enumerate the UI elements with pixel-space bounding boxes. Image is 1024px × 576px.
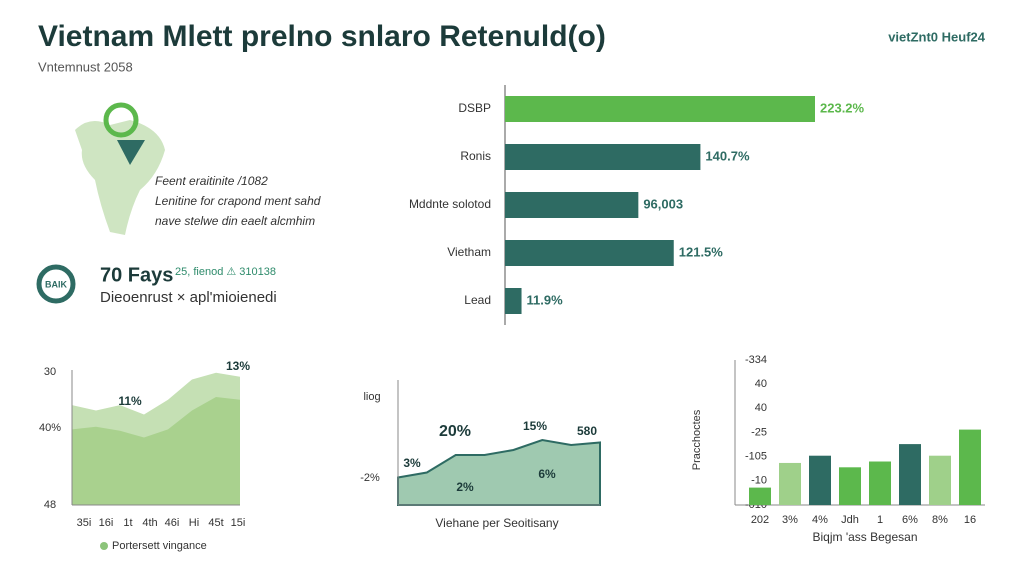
legend-dot	[100, 542, 108, 550]
stat-caption: Dieoenrust × apl'mioienedi	[100, 289, 277, 306]
y-label: 40	[755, 378, 767, 390]
bar	[505, 240, 674, 266]
bar	[505, 192, 639, 218]
x-tick-label: 4%	[812, 514, 828, 526]
value-label: 121.5%	[679, 244, 724, 259]
y-axis-label: Pracchoctes	[691, 409, 703, 470]
annotation: 2%	[456, 480, 474, 494]
brand: vietZnt0 Heuf24	[888, 29, 986, 44]
category-label: DSBP	[458, 101, 491, 115]
info-line: Lenitine for crapond ment sahd	[155, 194, 321, 208]
area	[397, 438, 601, 506]
annotation: 11%	[118, 394, 142, 408]
y-label: -10	[751, 475, 767, 487]
stat-value: 70 Fays	[100, 264, 173, 286]
x-tick-label: 3%	[782, 514, 798, 526]
title: Vietnam Mlett prelno snlaro Retenuld(o)	[38, 20, 606, 53]
annotation: 3%	[403, 456, 421, 470]
subtitle: Vntemnust 2058	[38, 59, 133, 74]
annotation: 6%	[538, 467, 556, 481]
value-label: 96,003	[643, 196, 683, 211]
map-icon	[75, 102, 165, 235]
annotation: 580	[577, 424, 597, 438]
bar	[929, 455, 951, 505]
bar	[505, 144, 701, 170]
value-label: 223.2%	[820, 100, 865, 115]
badge-ring	[36, 264, 76, 304]
y-label: 40	[755, 402, 767, 414]
category-label: Vietham	[447, 245, 491, 259]
bar	[839, 467, 861, 505]
stat-note: 25, fienod ⚠ 310138	[175, 266, 276, 278]
x-tick-label: 8%	[932, 514, 948, 526]
info-line: nave stelwe din eaelt alcmhim	[155, 214, 315, 228]
pin	[117, 140, 145, 165]
x-tick-label: 4th	[142, 517, 157, 529]
x-tick-label: 1t	[123, 517, 132, 529]
bar	[899, 444, 921, 505]
x-tick-label: Jdh	[841, 514, 859, 526]
bar	[505, 96, 815, 122]
legend-label: Portersett vingance	[112, 540, 207, 552]
y-label: 48	[44, 499, 56, 511]
area	[72, 397, 240, 505]
x-tick-label: 16	[964, 514, 976, 526]
x-tick-label: 46i	[165, 517, 180, 529]
map-shape	[75, 120, 165, 235]
y-label: 30	[44, 366, 56, 378]
x-tick-label: 202	[751, 514, 769, 526]
y-label: -334	[745, 354, 767, 366]
bar	[749, 487, 771, 505]
y-label: 40%	[39, 422, 61, 434]
bar	[959, 429, 981, 505]
x-tick-label: 35i	[77, 517, 92, 529]
x-label: Viehane per Seoitisany	[435, 516, 558, 530]
category-label: Mddnte solotod	[409, 197, 491, 211]
bar	[809, 455, 831, 505]
y-label: -2%	[360, 472, 380, 484]
x-tick-label: 16i	[99, 517, 114, 529]
y-label: -25	[751, 426, 767, 438]
annotation: 13%	[226, 359, 250, 373]
y-label: -105	[745, 451, 767, 463]
x-tick-label: 15i	[231, 517, 246, 529]
value-label: 140.7%	[705, 148, 750, 163]
badge: BAIK	[45, 279, 67, 289]
bar	[779, 462, 801, 505]
info-line: Feent eraitinite /1082	[155, 174, 268, 188]
bar	[505, 288, 522, 314]
category-label: Lead	[464, 293, 491, 307]
bar	[869, 461, 891, 505]
annotation: 15%	[523, 419, 547, 433]
value-label: 11.9%	[527, 292, 564, 307]
x-tick-label: 45t	[208, 517, 223, 529]
pin-ring	[103, 102, 139, 138]
y-label: liog	[363, 391, 380, 403]
annotation: 20%	[439, 423, 471, 440]
x-tick-label: Hi	[189, 517, 199, 529]
category-label: Ronis	[460, 149, 491, 163]
x-tick-label: 1	[877, 514, 883, 526]
x-label: Biqjm 'ass Begesan	[812, 530, 917, 544]
x-tick-label: 6%	[902, 514, 918, 526]
